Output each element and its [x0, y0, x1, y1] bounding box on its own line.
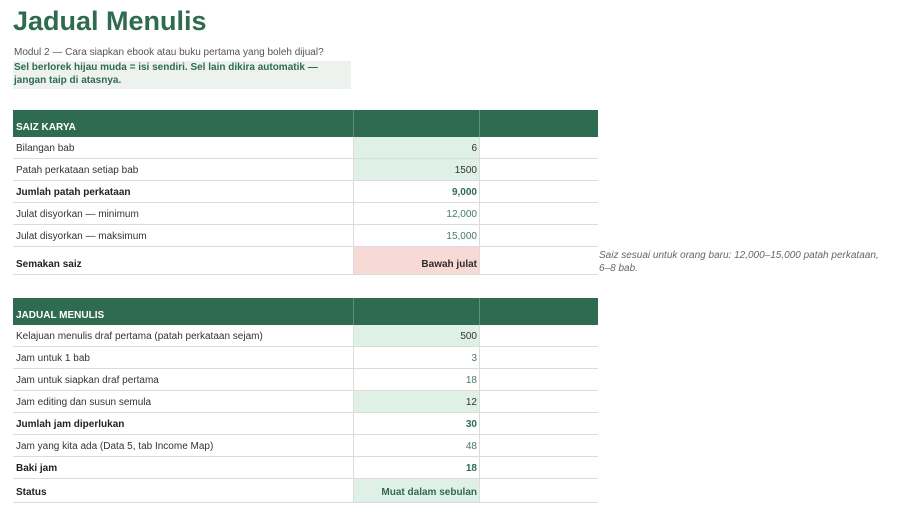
size-section: SAIZ KARYA Bilangan bab 6 Patah perkataa…: [13, 110, 598, 275]
header-cell: [354, 110, 480, 137]
range-min-value: 12,000: [354, 203, 480, 224]
row-label: Jam yang kita ada (Data 5, tab Income Ma…: [13, 435, 354, 456]
size-check-badge: Bawah julat: [354, 247, 480, 274]
row-label: Status: [13, 479, 354, 502]
header-cell: [354, 298, 480, 325]
status-badge: Muat dalam sebulan: [354, 479, 480, 502]
remaining-hours-value: 18: [354, 457, 480, 478]
schedule-section: JADUAL MENULIS Kelajuan menulis draf per…: [13, 298, 598, 503]
table-row: Bilangan bab 6: [13, 137, 598, 159]
row-label: Bilangan bab: [13, 137, 354, 158]
table-row: Jumlah jam diperlukan 30: [13, 413, 598, 435]
row-label: Semakan saiz: [13, 247, 354, 274]
page-title: Jadual Menulis: [13, 6, 207, 36]
writing-speed-input[interactable]: 500: [354, 325, 480, 346]
table-row: Jam editing dan susun semula 12: [13, 391, 598, 413]
size-section-title: SAIZ KARYA: [13, 110, 354, 137]
table-row: Semakan saiz Bawah julat: [13, 247, 598, 275]
row-label: Jumlah patah perkataan: [13, 181, 354, 202]
words-per-chapter-input[interactable]: 1500: [354, 159, 480, 180]
row-label: Jam editing dan susun semula: [13, 391, 354, 412]
total-words-value: 9,000: [354, 181, 480, 202]
table-row: Kelajuan menulis draf pertama (patah per…: [13, 325, 598, 347]
hours-per-chapter-value: 3: [354, 347, 480, 368]
row-label: Baki jam: [13, 457, 354, 478]
schedule-section-title: JADUAL MENULIS: [13, 298, 354, 325]
available-hours-value: 48: [354, 435, 480, 456]
editing-hours-input[interactable]: 12: [354, 391, 480, 412]
total-hours-value: 30: [354, 413, 480, 434]
page-subtitle: Modul 2 — Cara siapkan ebook atau buku p…: [14, 47, 324, 58]
table-row: Baki jam 18: [13, 457, 598, 479]
row-label: Jam untuk siapkan draf pertama: [13, 369, 354, 390]
schedule-section-header: JADUAL MENULIS: [13, 298, 598, 325]
table-row: Patah perkataan setiap bab 1500: [13, 159, 598, 181]
row-label: Kelajuan menulis draf pertama (patah per…: [13, 325, 354, 346]
range-max-value: 15,000: [354, 225, 480, 246]
draft-hours-value: 18: [354, 369, 480, 390]
row-label: Julat disyorkan — minimum: [13, 203, 354, 224]
chapter-count-input[interactable]: 6: [354, 137, 480, 158]
table-row: Julat disyorkan — minimum 12,000: [13, 203, 598, 225]
table-row: Jam untuk 1 bab 3: [13, 347, 598, 369]
row-label: Jam untuk 1 bab: [13, 347, 354, 368]
table-row: Jumlah patah perkataan 9,000: [13, 181, 598, 203]
table-row: Status Muat dalam sebulan: [13, 479, 598, 503]
table-row: Jam yang kita ada (Data 5, tab Income Ma…: [13, 435, 598, 457]
table-row: Julat disyorkan — maksimum 15,000: [13, 225, 598, 247]
row-label: Julat disyorkan — maksimum: [13, 225, 354, 246]
header-cell: [480, 110, 598, 137]
table-row: Jam untuk siapkan draf pertama 18: [13, 369, 598, 391]
row-label: Patah perkataan setiap bab: [13, 159, 354, 180]
instruction-note: Sel berlorek hijau muda = isi sendiri. S…: [13, 61, 351, 89]
header-cell: [480, 298, 598, 325]
size-section-header: SAIZ KARYA: [13, 110, 598, 137]
size-comment: Saiz sesuai untuk orang baru: 12,000–15,…: [599, 250, 879, 274]
row-label: Jumlah jam diperlukan: [13, 413, 354, 434]
